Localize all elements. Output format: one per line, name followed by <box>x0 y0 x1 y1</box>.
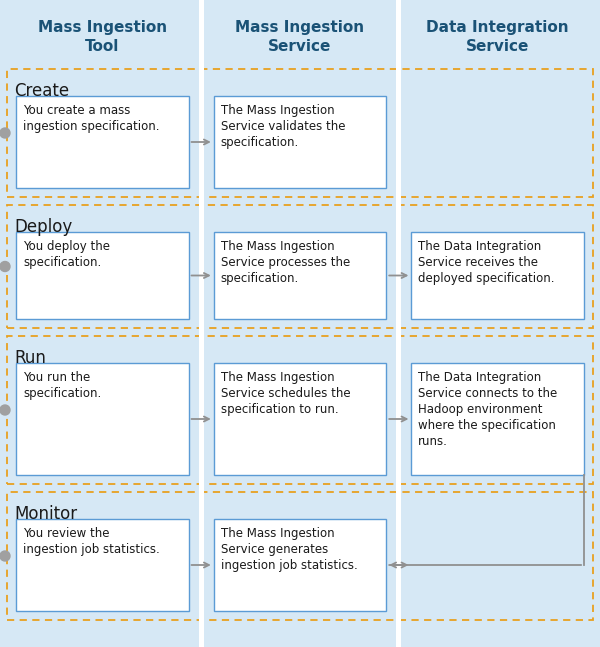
Bar <box>397 68 401 198</box>
Bar <box>397 0 401 647</box>
Bar <box>199 68 203 198</box>
Bar <box>7 69 593 197</box>
Bar <box>199 0 203 647</box>
Text: The Mass Ingestion
Service validates the
specification.: The Mass Ingestion Service validates the… <box>221 104 345 149</box>
Bar <box>412 363 584 475</box>
Bar <box>7 205 593 328</box>
Bar <box>214 96 386 188</box>
Text: The Mass Ingestion
Service processes the
specification.: The Mass Ingestion Service processes the… <box>221 240 350 285</box>
Text: Create: Create <box>14 82 69 100</box>
Circle shape <box>0 261 10 272</box>
Text: The Data Integration
Service connects to the
Hadoop environment
where the specif: The Data Integration Service connects to… <box>418 371 557 448</box>
Bar <box>16 96 188 188</box>
Circle shape <box>0 128 10 138</box>
Bar <box>397 335 401 485</box>
Text: You deploy the
specification.: You deploy the specification. <box>23 240 110 269</box>
Bar <box>7 492 593 620</box>
Bar <box>214 232 386 319</box>
Text: The Data Integration
Service receives the
deployed specification.: The Data Integration Service receives th… <box>418 240 555 285</box>
Circle shape <box>0 405 10 415</box>
Text: You review the
ingestion job statistics.: You review the ingestion job statistics. <box>23 527 160 556</box>
Bar <box>412 232 584 319</box>
Bar <box>214 363 386 475</box>
Text: You run the
specification.: You run the specification. <box>23 371 101 400</box>
Text: The Mass Ingestion
Service generates
ingestion job statistics.: The Mass Ingestion Service generates ing… <box>221 527 358 572</box>
Bar <box>199 491 203 621</box>
Text: The Mass Ingestion
Service schedules the
specification to run.: The Mass Ingestion Service schedules the… <box>221 371 350 416</box>
Bar <box>214 519 386 611</box>
Bar <box>16 519 188 611</box>
Bar <box>16 363 188 475</box>
Bar <box>16 232 188 319</box>
Bar <box>7 336 593 484</box>
Text: You create a mass
ingestion specification.: You create a mass ingestion specificatio… <box>23 104 160 133</box>
Text: Run: Run <box>14 349 46 367</box>
Circle shape <box>0 551 10 561</box>
Text: Mass Ingestion
Service: Mass Ingestion Service <box>235 19 365 54</box>
Bar <box>397 491 401 621</box>
Text: Monitor: Monitor <box>14 505 77 523</box>
Text: Deploy: Deploy <box>14 218 72 236</box>
Text: Mass Ingestion
Tool: Mass Ingestion Tool <box>38 19 167 54</box>
Bar <box>199 335 203 485</box>
Text: Data Integration
Service: Data Integration Service <box>427 19 569 54</box>
Bar <box>397 204 401 329</box>
Bar <box>199 204 203 329</box>
